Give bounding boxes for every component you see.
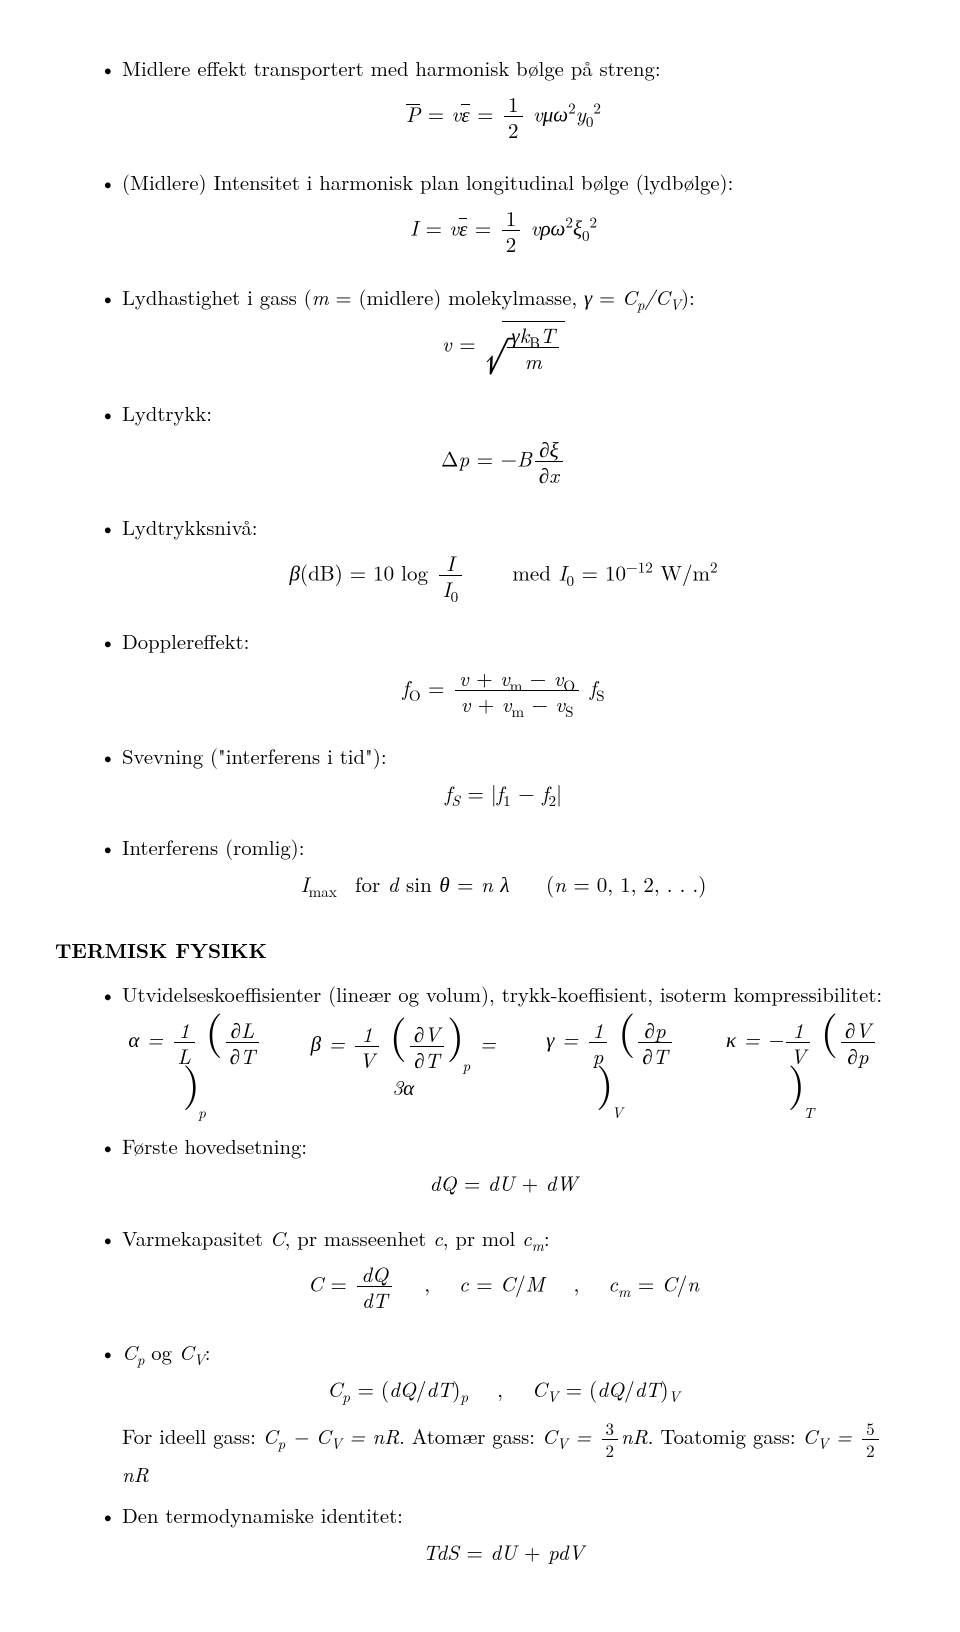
item-text: Interferens (romlig): — [122, 833, 885, 863]
item-text: Lydhastighet i gass (m = (midlere) molek… — [122, 283, 885, 313]
list-item: •Svevning ("interferens i tid"): fS = |f1… — [100, 742, 885, 823]
item-text: Utvidelseskoeffisienter (lineær og volum… — [122, 980, 885, 1010]
item-text: Lydtrykksnivå: — [122, 513, 885, 543]
item-text: Varmekapasitet C, pr masseenhet c, pr mo… — [122, 1224, 885, 1254]
bullet-icon: • — [100, 513, 122, 539]
item-body: Midlere effekt transportert med harmonis… — [122, 54, 885, 158]
list-item: •Midlere effekt transportert med harmoni… — [100, 54, 885, 158]
list-item: •Dopplereffekt: fO = v + vm − vOv + vm − … — [100, 627, 885, 731]
list-item: •Interferens (romlig): Imax for d sin θ =… — [100, 833, 885, 914]
equation: β(dB) = 10 log II0 med I0 = 10−12 W/m2 — [122, 551, 885, 601]
list-item: •(Midlere) Intensitet i harmonisk plan l… — [100, 168, 885, 272]
bullet-icon: • — [100, 1224, 122, 1250]
item-list-1: •Midlere effekt transportert med harmoni… — [100, 54, 885, 914]
bullet-icon: • — [100, 399, 122, 425]
bullet-icon: • — [100, 980, 122, 1006]
equation: P = vε = 12 vμω2y02 — [122, 92, 885, 142]
equation: I = vε = 12 vρω2ξ02 — [122, 206, 885, 256]
item-body: Første hovedsetning: dQ = dU + dW — [122, 1132, 885, 1213]
list-item: •Utvidelseskoeffisienter (lineær og volu… — [100, 980, 885, 1122]
bullet-icon: • — [100, 742, 122, 768]
item-text: Cp og CV: — [122, 1338, 885, 1368]
bullet-icon: • — [100, 1501, 122, 1527]
list-item: •Varmekapasitet C, pr masseenhet c, pr m… — [100, 1224, 885, 1328]
bullet-icon: • — [100, 1132, 122, 1158]
item-text: Første hovedsetning: — [122, 1132, 885, 1162]
list-item: •Lydhastighet i gass (m = (midlere) mole… — [100, 283, 885, 389]
list-item: •Den termodynamiske identitet: TdS = dU +… — [100, 1501, 885, 1582]
item-body: Lydtrykk: Δp = −B∂ξ∂x — [122, 399, 885, 503]
bullet-icon: • — [100, 54, 122, 80]
item-body: Den termodynamiske identitet: TdS = dU + … — [122, 1501, 885, 1582]
item-list-2: •Utvidelseskoeffisienter (lineær og volu… — [100, 980, 885, 1581]
equation: C = dQdT , c = C/M , cm = C/n — [122, 1262, 885, 1312]
item-body: Dopplereffekt: fO = v + vm − vOv + vm − v… — [122, 627, 885, 731]
equation: Imax for d sin θ = n λ (n = 0, 1, 2, . .… — [122, 871, 885, 898]
section-heading: TERMISK FYSIKK — [55, 936, 885, 965]
list-item: •Lydtrykksnivå: β(dB) = 10 log II0 med I0… — [100, 513, 885, 617]
bullet-icon: • — [100, 627, 122, 653]
equation: TdS = dU + pdV — [122, 1539, 885, 1566]
equation-term: γ = 1p (∂p∂T)V — [538, 1016, 683, 1106]
item-text-after: For ideell gass: Cp − CV = nR. Atomær ga… — [122, 1419, 885, 1490]
item-body: (Midlere) Intensitet i harmonisk plan lo… — [122, 168, 885, 272]
item-body: Lydhastighet i gass (m = (midlere) molek… — [122, 283, 885, 389]
equation-term: β = 1V (∂V∂T)p = 3α — [305, 1020, 502, 1102]
item-body: Interferens (romlig): Imax for d sin θ = … — [122, 833, 885, 914]
equation-term: α = 1L (∂L∂T)p — [122, 1016, 269, 1106]
item-text: Lydtrykk: — [122, 399, 885, 429]
item-body: Lydtrykksnivå: β(dB) = 10 log II0 med I0 … — [122, 513, 885, 617]
equation: Δp = −B∂ξ∂x — [122, 437, 885, 487]
item-text: (Midlere) Intensitet i harmonisk plan lo… — [122, 168, 885, 198]
bullet-icon: • — [100, 1338, 122, 1364]
list-item: •Første hovedsetning: dQ = dU + dW — [100, 1132, 885, 1213]
item-text: Svevning ("interferens i tid"): — [122, 742, 885, 772]
item-body: Svevning ("interferens i tid"): fS = |f1 … — [122, 742, 885, 823]
equation: v = √γkBTm — [122, 321, 885, 373]
bullet-icon: • — [100, 833, 122, 859]
list-item: •Cp og CV: Cp = (dQ/dT)p , CV = (dQ/dT)V F… — [100, 1338, 885, 1490]
bullet-icon: • — [100, 168, 122, 194]
item-text: Dopplereffekt: — [122, 627, 885, 657]
item-body: Utvidelseskoeffisienter (lineær og volum… — [122, 980, 885, 1122]
equation: dQ = dU + dW — [122, 1170, 885, 1197]
equation: fS = |f1 − f2| — [122, 780, 885, 807]
list-item: •Lydtrykk: Δp = −B∂ξ∂x — [100, 399, 885, 503]
equation: Cp = (dQ/dT)p , CV = (dQ/dT)V — [122, 1376, 885, 1403]
item-body: Varmekapasitet C, pr masseenhet c, pr mo… — [122, 1224, 885, 1328]
equation: fO = v + vm − vOv + vm − vS fS — [122, 666, 885, 716]
equation-term: κ = −1V (∂V∂p)T — [719, 1016, 885, 1106]
item-text: Midlere effekt transportert med harmonis… — [122, 54, 885, 84]
item-text: Den termodynamiske identitet: — [122, 1501, 885, 1531]
bullet-icon: • — [100, 283, 122, 309]
item-body: Cp og CV: Cp = (dQ/dT)p , CV = (dQ/dT)V Fo… — [122, 1338, 885, 1490]
equation-row: α = 1L (∂L∂T)p β = 1V (∂V∂T)p = 3α γ = 1p … — [122, 1016, 885, 1106]
